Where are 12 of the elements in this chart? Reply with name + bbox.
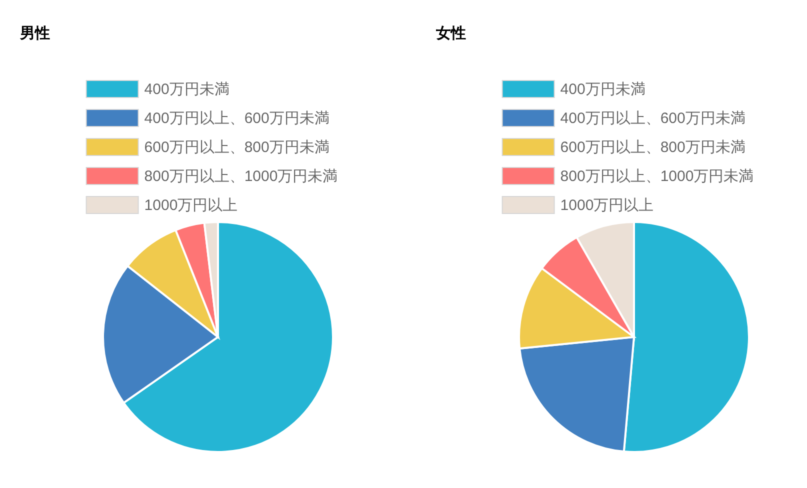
legend-label: 600万円以上、800万円未満: [144, 139, 330, 156]
chart-title: 女性: [435, 25, 466, 42]
legend-label: 400万円以上、600万円未満: [560, 110, 746, 127]
legend-label: 400万円未満: [560, 81, 646, 98]
legend-label: 800万円以上、1000万円未満: [560, 168, 754, 185]
legend-label: 1000万円以上: [560, 197, 654, 214]
legend-label: 1000万円以上: [144, 197, 238, 214]
legend-label: 400万円未満: [144, 81, 230, 98]
legend-label: 400万円以上、600万円未満: [144, 110, 330, 127]
legend-label: 600万円以上、800万円未満: [560, 139, 746, 156]
legend-label: 800万円以上、1000万円未満: [144, 168, 338, 185]
chart-title: 男性: [19, 25, 50, 42]
